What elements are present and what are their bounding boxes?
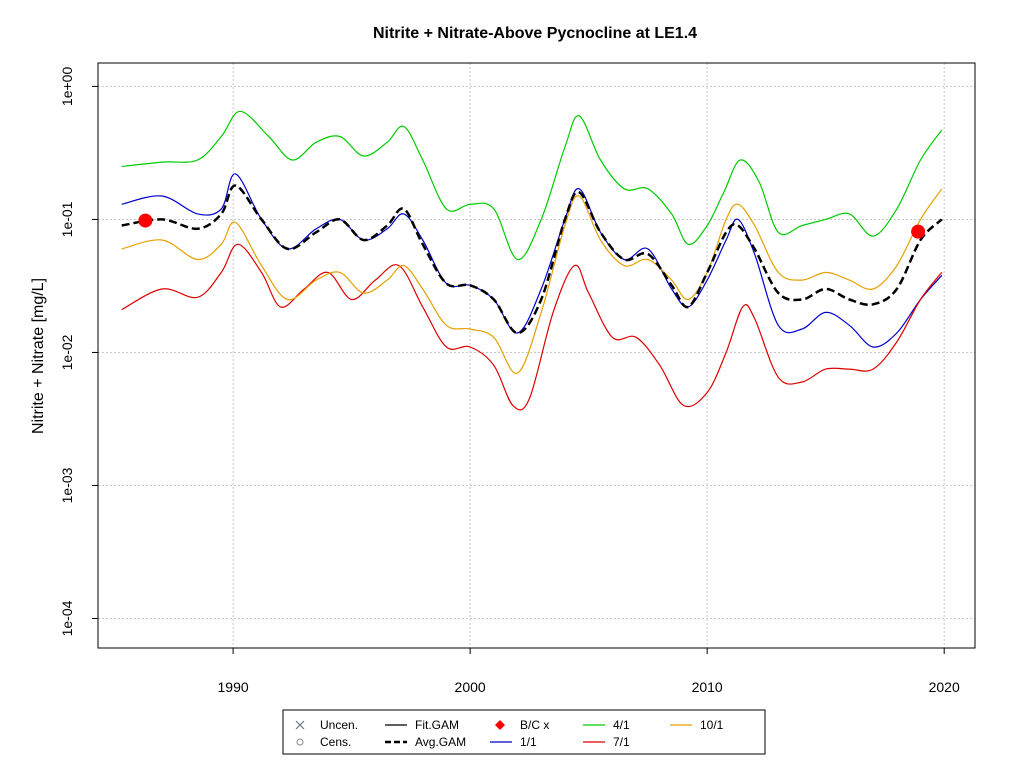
legend-label: Cens. xyxy=(320,735,351,749)
points-layer xyxy=(138,213,926,239)
legend-label: Fit.GAM xyxy=(415,718,459,732)
legend-label: 4/1 xyxy=(613,718,630,732)
legend-symbol xyxy=(296,738,304,746)
series-layer xyxy=(121,110,943,411)
legend-box xyxy=(282,709,766,755)
legend-item-d71: 7/1 xyxy=(583,735,630,749)
y-tick-label: 1e-01 xyxy=(59,201,75,237)
legend-label: 7/1 xyxy=(613,735,630,749)
legend-item-d11: 1/1 xyxy=(490,735,537,749)
y-tick-label: 1e-02 xyxy=(59,334,75,370)
series-line-avg xyxy=(121,184,943,335)
chart-title: Nitrite + Nitrate-Above Pycnocline at LE… xyxy=(373,25,697,42)
legend-item-d41: 4/1 xyxy=(583,718,630,732)
y-tick-label: 1e+00 xyxy=(59,67,75,107)
y-tick-label: 1e-03 xyxy=(59,467,75,503)
legend-item-bc: B/C x xyxy=(495,718,549,732)
legend-label: Avg.GAM xyxy=(415,735,466,749)
plot-frame xyxy=(97,62,976,649)
legend-symbol xyxy=(495,720,505,730)
y-axis-label: Nitrite + Nitrate [mg/L] xyxy=(30,278,47,434)
axis-layer: 1990 2000 2010 2020 1e-04 1e-03 1e-02 1e-01 1e+0… xyxy=(59,67,960,695)
x-tick-label: 2020 xyxy=(929,679,960,695)
bc-point xyxy=(138,213,153,228)
legend-item-d101: 10/1 xyxy=(670,718,724,732)
legend-item-uncen: Uncen. xyxy=(295,718,358,732)
legend-label: 1/1 xyxy=(520,735,537,749)
series-line-d71 xyxy=(121,243,943,411)
bc-point xyxy=(911,224,926,239)
x-tick-label: 2010 xyxy=(692,679,723,695)
series-line-d101 xyxy=(121,188,943,374)
legend-item-cens: Cens. xyxy=(296,735,351,749)
x-tick-label: 1990 xyxy=(218,679,249,695)
legend-item-avg: Avg.GAM xyxy=(385,735,466,749)
legend-symbol xyxy=(295,720,305,730)
grid-layer xyxy=(98,63,975,648)
legend-label: B/C x xyxy=(520,718,549,732)
legend: Uncen. Fit.GAM B/C x 4/1 10/1 Cens. Avg.GAM 1/1… xyxy=(282,709,766,755)
legend-item-fit: Fit.GAM xyxy=(385,718,459,732)
legend-label: Uncen. xyxy=(320,718,358,732)
series-line-d41 xyxy=(121,110,943,261)
x-tick-label: 2000 xyxy=(455,679,486,695)
y-tick-label: 1e-04 xyxy=(59,600,75,636)
legend-label: 10/1 xyxy=(700,718,724,732)
